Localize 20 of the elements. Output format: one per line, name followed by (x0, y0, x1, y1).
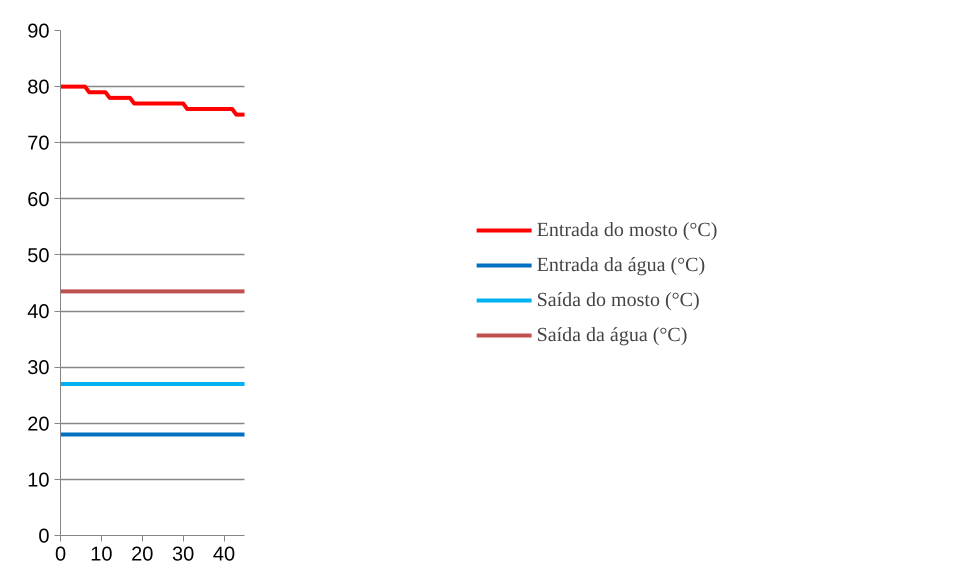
x-tick-label: 10 (90, 544, 113, 566)
y-tick-label: 40 (27, 301, 50, 324)
x-tick-label: 20 (131, 544, 154, 566)
legend-label: Entrada da água (°C) (536, 254, 706, 276)
x-tick-label: 30 (172, 544, 194, 566)
y-tick-label: 60 (27, 188, 50, 211)
legend-label: Entrada do mosto (°C) (536, 218, 718, 242)
y-tick-label: 50 (27, 244, 50, 267)
y-tick-label: 0 (38, 526, 50, 548)
y-tick-label: 20 (27, 413, 50, 436)
legend-label: Saída da água (°C) (536, 324, 688, 346)
y-tick-label: 90 (27, 20, 50, 42)
y-tick-label: 10 (27, 469, 50, 492)
y-tick-label: 30 (27, 357, 50, 380)
line-series (60, 84, 244, 117)
y-tick-label: 70 (27, 132, 50, 155)
y-tick-label: 80 (27, 76, 50, 99)
legend-label: Saída do mosto (°C) (536, 288, 700, 312)
x-tick-label: 0 (54, 544, 66, 566)
x-tick-label: 40 (212, 544, 236, 566)
